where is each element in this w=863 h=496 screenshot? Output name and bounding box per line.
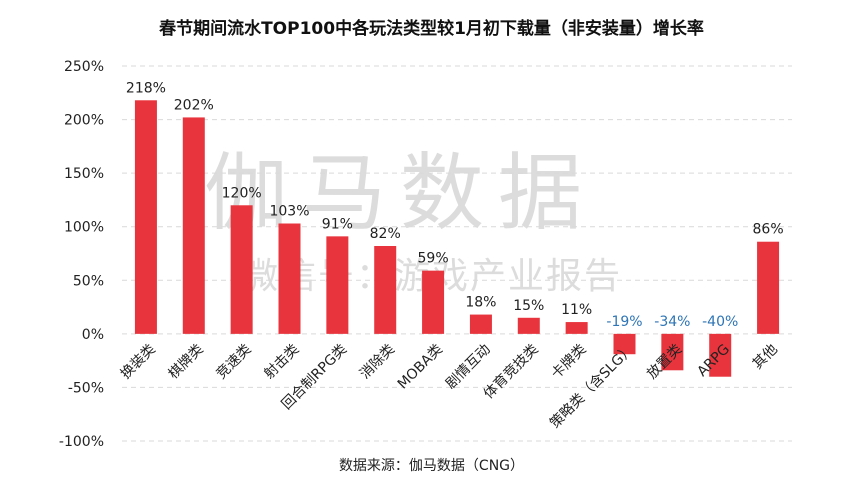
category-label: 换装类 (117, 341, 159, 383)
bar (230, 205, 253, 334)
value-label: 86% (753, 222, 784, 238)
category-label: 卡牌类 (548, 341, 590, 383)
value-label: 18% (465, 295, 496, 311)
bar (757, 241, 780, 334)
value-label: 218% (126, 80, 166, 96)
watermark-main: 伽马数据 (204, 144, 596, 242)
bar (182, 117, 205, 334)
bar (469, 314, 492, 334)
value-label: 202% (174, 97, 214, 113)
value-label: 120% (222, 185, 262, 201)
source-note: 数据来源：伽马数据（CNG） (338, 458, 525, 474)
bar (709, 333, 732, 377)
bar (422, 270, 445, 334)
value-label: 91% (322, 216, 353, 232)
value-labels: 218% 202% 120% 103% 91% 82% 59% 18% 15% 11% -19% -3… (126, 80, 784, 330)
bar (326, 236, 349, 334)
bar (517, 317, 540, 334)
y-tick-label: -50% (68, 380, 104, 396)
category-label: 棋牌类 (165, 341, 207, 383)
y-axis-tick-labels: 250% 200% 150% 100% 50% 0% -50% -100% (59, 59, 104, 450)
watermark: 伽马数据微信号：游戏产业报告 (204, 144, 620, 297)
y-tick-label: 200% (64, 113, 104, 129)
value-label: 59% (418, 251, 449, 267)
value-label: -40% (702, 314, 738, 330)
chart-title: 春节期间流水TOP100中各玩法类型较1月初下载量（非安装量）增长率 (159, 19, 704, 39)
category-label: 其他 (750, 341, 781, 372)
bar (374, 246, 397, 334)
bar (613, 333, 636, 355)
category-label: MOBA类 (395, 341, 446, 392)
value-label: 103% (269, 204, 309, 220)
y-tick-label: 0% (82, 327, 104, 343)
bar (661, 333, 684, 371)
category-label: 竞速类 (213, 341, 255, 383)
y-tick-label: 50% (73, 273, 104, 289)
value-label: 82% (370, 226, 401, 242)
value-label: -19% (606, 314, 642, 330)
value-label: 11% (561, 302, 592, 318)
bars (134, 100, 780, 377)
category-label: 策略类（含SLG） (546, 341, 637, 432)
y-tick-label: 250% (64, 59, 104, 75)
bar (565, 322, 588, 334)
category-label: 射击类 (261, 341, 302, 382)
y-tick-label: 150% (64, 166, 104, 182)
y-tick-label: 100% (64, 220, 104, 236)
bar (134, 100, 157, 334)
value-label: 15% (513, 298, 544, 314)
category-label: 消除类 (357, 341, 398, 382)
y-tick-label: -100% (59, 434, 104, 450)
bar (278, 223, 301, 334)
value-label: -34% (654, 314, 690, 330)
